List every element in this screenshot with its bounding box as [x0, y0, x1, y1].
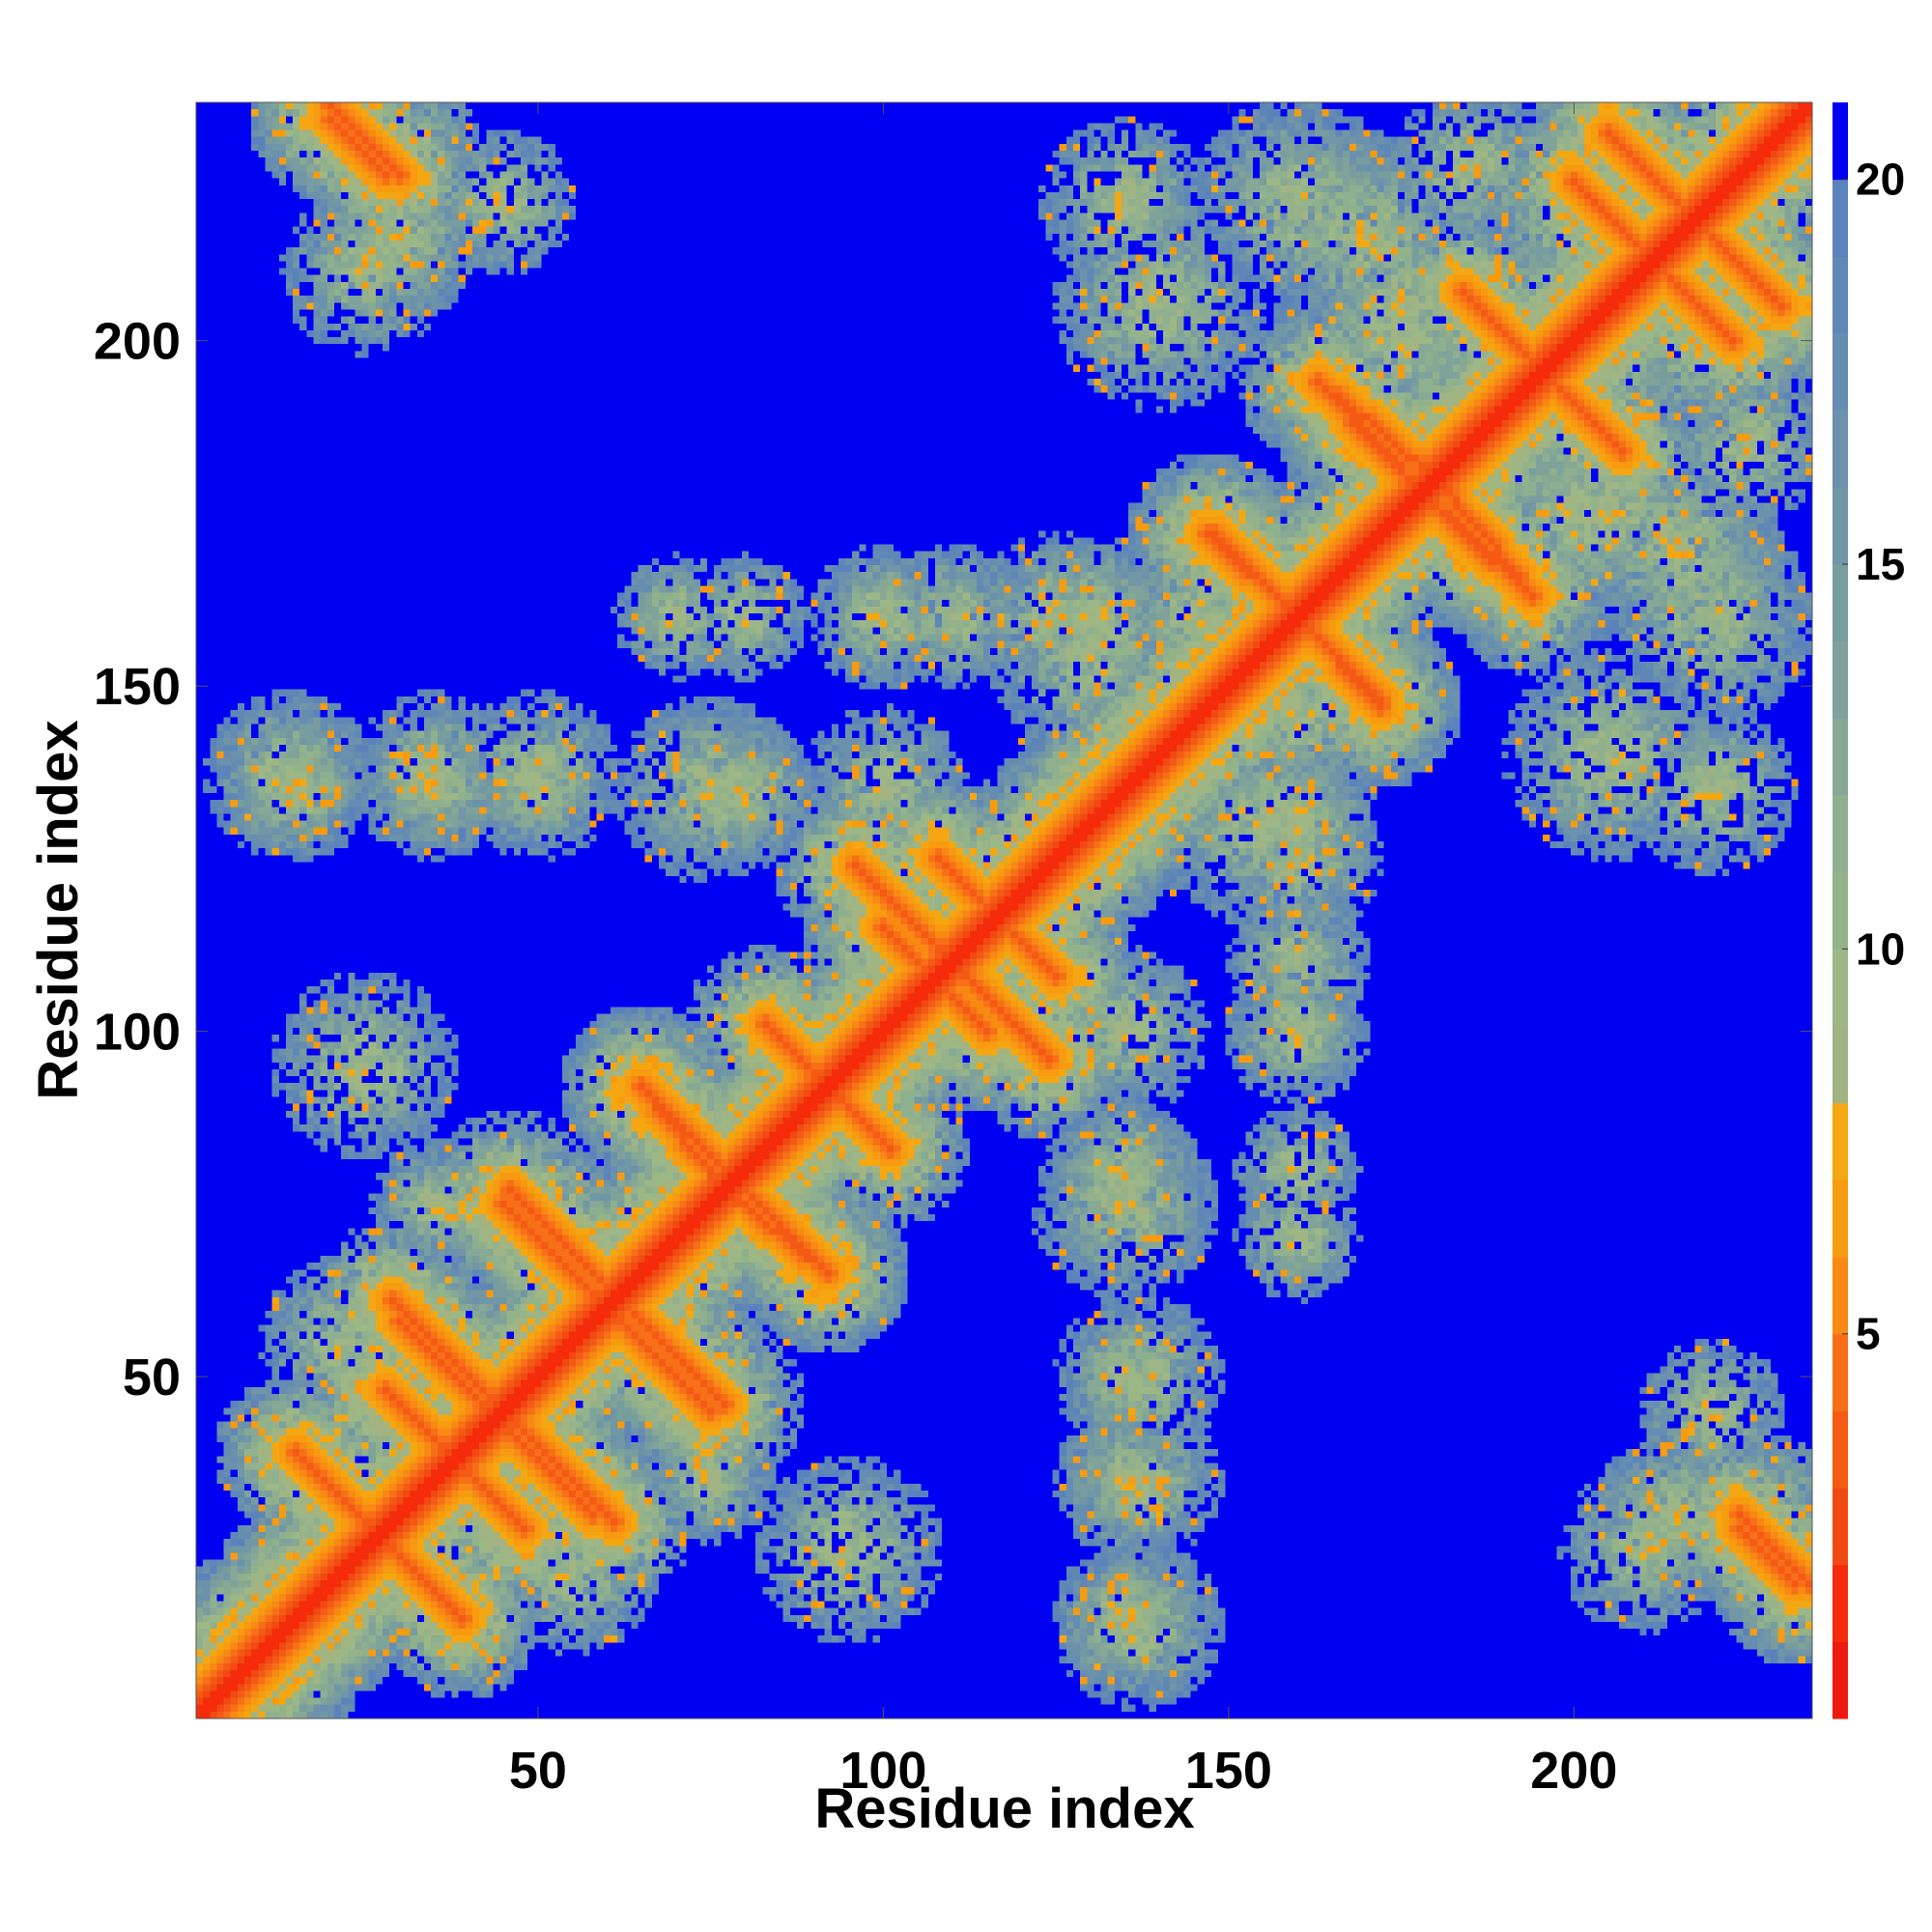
colorbar-level-swatch [1833, 718, 1848, 796]
colorbar-tick-label: 10 [1856, 923, 1905, 974]
x-tick-label: 150 [1185, 1742, 1272, 1800]
colorbar-level-swatch [1833, 487, 1848, 565]
y-tick-label: 200 [94, 313, 181, 371]
colorbar-tick-label: 15 [1856, 539, 1905, 589]
x-axis-title: Residue index [814, 1777, 1194, 1840]
colorbar-level-swatch [1833, 1026, 1848, 1104]
colorbar-level-swatch [1833, 795, 1848, 873]
plot-frame [195, 101, 1813, 1719]
colorbar-level-swatch [1833, 333, 1848, 412]
colorbar-level-swatch [1833, 1102, 1848, 1180]
colorbar-level-swatch [1833, 1564, 1848, 1642]
colorbar-level-swatch [1833, 1641, 1848, 1719]
axes: 50 100 150 200 50 100 150 200 [94, 102, 1812, 1800]
colorbar-tick-label: 5 [1856, 1309, 1881, 1359]
colorbar-level-swatch [1833, 640, 1848, 719]
y-axis-title: Residue index [27, 720, 90, 1099]
y-tick-label: 50 [123, 1349, 181, 1406]
colorbar-level-swatch [1833, 1179, 1848, 1258]
colorbar: 5 10 15 20 [1833, 102, 1905, 1719]
y-tick-label: 150 [94, 658, 181, 716]
x-tick-label: 50 [509, 1742, 567, 1800]
colorbar-level-swatch [1833, 1410, 1848, 1489]
heatmap-cells [196, 102, 1812, 1719]
colorbar-level-swatch [1833, 179, 1848, 257]
colorbar-level-swatch [1833, 564, 1848, 642]
colorbar-level-swatch [1833, 1488, 1848, 1566]
colorbar-level-swatch [1833, 1333, 1848, 1411]
colorbar-tick-label: 20 [1856, 155, 1905, 205]
colorbar-level-swatch [1833, 1257, 1848, 1335]
y-tick-label: 100 [94, 1004, 181, 1062]
colorbar-level-swatch [1833, 256, 1848, 334]
colorbar-level-swatch [1833, 102, 1848, 181]
colorbar-level-swatch [1833, 949, 1848, 1027]
colorbar-level-swatch [1833, 410, 1848, 488]
heatmap-plot-area [196, 102, 1812, 1719]
x-tick-label: 200 [1530, 1742, 1617, 1800]
x-tick-label: 100 [839, 1742, 926, 1800]
colorbar-level-swatch [1833, 871, 1848, 950]
